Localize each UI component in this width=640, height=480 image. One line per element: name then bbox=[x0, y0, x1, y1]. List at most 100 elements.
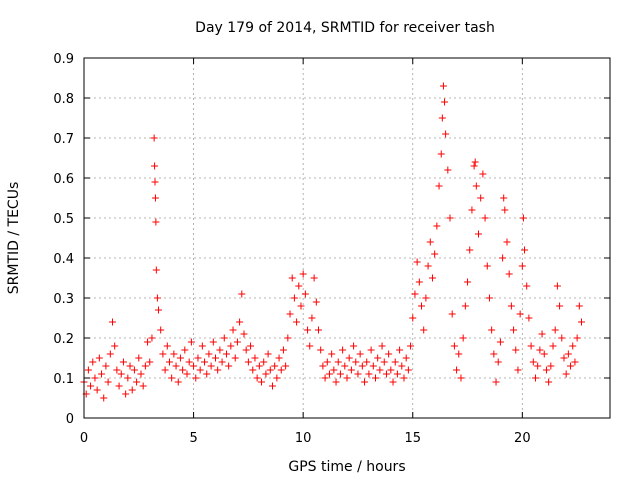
data-point bbox=[435, 182, 443, 190]
data-point bbox=[420, 326, 428, 334]
data-point bbox=[266, 366, 274, 374]
data-point bbox=[185, 358, 193, 366]
data-point bbox=[297, 302, 305, 310]
data-point bbox=[157, 326, 165, 334]
data-point bbox=[485, 294, 493, 302]
y-tick-label: 0.9 bbox=[53, 52, 74, 67]
data-point bbox=[424, 262, 432, 270]
data-point bbox=[500, 194, 508, 202]
data-point bbox=[336, 370, 344, 378]
data-point bbox=[253, 374, 261, 382]
data-point bbox=[262, 370, 270, 378]
data-point bbox=[492, 378, 500, 386]
data-point bbox=[534, 362, 542, 370]
data-point bbox=[240, 330, 248, 338]
data-point bbox=[545, 378, 553, 386]
data-point bbox=[501, 206, 509, 214]
data-point bbox=[453, 366, 461, 374]
data-point bbox=[151, 194, 159, 202]
data-point bbox=[135, 354, 143, 362]
data-point bbox=[560, 354, 568, 362]
data-point bbox=[343, 374, 351, 382]
data-point bbox=[575, 302, 583, 310]
data-point bbox=[402, 354, 410, 362]
data-point bbox=[163, 342, 171, 350]
chart-title: Day 179 of 2014, SRMTID for receiver tas… bbox=[195, 20, 495, 36]
data-point bbox=[409, 314, 417, 322]
data-point bbox=[472, 182, 480, 190]
data-point bbox=[446, 214, 454, 222]
data-point bbox=[277, 366, 285, 374]
data-point bbox=[328, 350, 336, 358]
data-point bbox=[172, 362, 180, 370]
data-point bbox=[389, 378, 397, 386]
data-point bbox=[523, 282, 531, 290]
data-point bbox=[536, 346, 544, 354]
data-point bbox=[367, 346, 375, 354]
data-point bbox=[569, 342, 577, 350]
data-point bbox=[214, 366, 222, 374]
data-point bbox=[93, 386, 101, 394]
data-point bbox=[433, 222, 441, 230]
data-point bbox=[209, 338, 217, 346]
data-point bbox=[225, 362, 233, 370]
data-point bbox=[393, 370, 401, 378]
data-point bbox=[282, 362, 290, 370]
data-point bbox=[212, 354, 219, 362]
data-point bbox=[441, 98, 449, 106]
data-point bbox=[153, 294, 161, 302]
y-tick-label: 0.1 bbox=[53, 372, 74, 387]
data-point bbox=[354, 370, 362, 378]
data-point bbox=[181, 346, 189, 354]
data-point bbox=[293, 318, 301, 326]
data-point bbox=[268, 382, 276, 390]
data-point bbox=[556, 302, 564, 310]
data-point bbox=[510, 326, 518, 334]
data-point bbox=[126, 362, 134, 370]
plot-frame bbox=[83, 57, 611, 419]
data-point bbox=[468, 206, 476, 214]
data-point bbox=[260, 358, 268, 366]
data-point bbox=[573, 334, 581, 342]
x-tick-label: 20 bbox=[514, 431, 531, 446]
data-point bbox=[159, 350, 167, 358]
data-point bbox=[503, 238, 511, 246]
data-point bbox=[190, 362, 198, 370]
data-point bbox=[152, 218, 160, 226]
data-point bbox=[527, 342, 535, 350]
data-point bbox=[507, 302, 515, 310]
data-point bbox=[426, 238, 434, 246]
data-point bbox=[165, 358, 173, 366]
data-point bbox=[104, 378, 112, 386]
data-point bbox=[87, 382, 95, 390]
data-point bbox=[347, 366, 355, 374]
data-point bbox=[437, 150, 445, 158]
data-point bbox=[358, 362, 366, 370]
data-point bbox=[363, 358, 371, 366]
data-point bbox=[558, 334, 566, 342]
data-point bbox=[391, 358, 399, 366]
data-point bbox=[519, 214, 527, 222]
data-point bbox=[255, 362, 263, 370]
data-point bbox=[350, 342, 358, 350]
data-point bbox=[540, 350, 548, 358]
data-point bbox=[321, 374, 329, 382]
data-point bbox=[525, 314, 533, 322]
data-point bbox=[514, 366, 522, 374]
data-point bbox=[319, 362, 327, 370]
data-point bbox=[227, 342, 235, 350]
data-point bbox=[438, 114, 446, 122]
data-point bbox=[470, 162, 478, 170]
data-point bbox=[168, 374, 176, 382]
data-point bbox=[308, 314, 316, 322]
data-point bbox=[547, 362, 555, 370]
data-point bbox=[564, 350, 572, 358]
data-point bbox=[183, 370, 191, 378]
y-tick-label: 0.6 bbox=[53, 172, 74, 187]
data-point bbox=[133, 378, 141, 386]
data-point bbox=[130, 366, 138, 374]
data-point bbox=[207, 362, 215, 370]
data-point bbox=[271, 362, 279, 370]
data-point bbox=[137, 370, 145, 378]
